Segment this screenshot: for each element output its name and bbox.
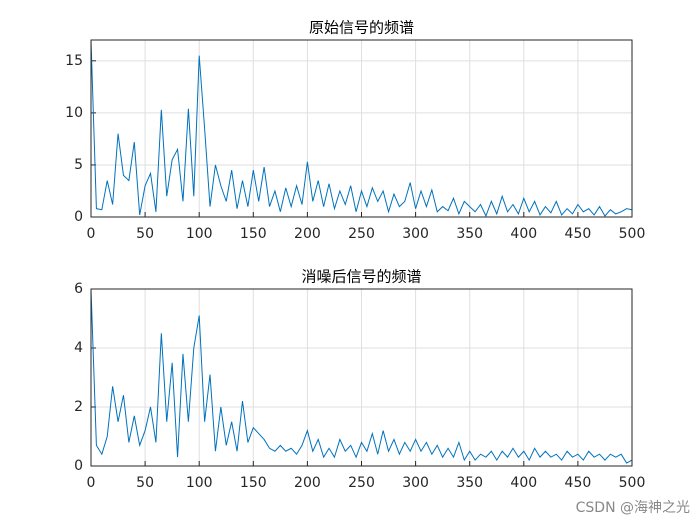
x-tick-label: 450	[565, 475, 592, 491]
axes-box	[90, 288, 633, 467]
x-tick-label: 350	[456, 226, 483, 242]
y-tick-label: 15	[65, 53, 83, 69]
x-tick-label: 450	[565, 226, 592, 242]
chart-title: 原始信号的频谱	[309, 19, 414, 37]
y-tick-label: 0	[74, 209, 83, 225]
y-tick-label: 2	[74, 399, 83, 415]
data-line	[90, 39, 633, 218]
chart-title: 消噪后信号的频谱	[301, 268, 421, 286]
x-tick-label: 300	[402, 475, 429, 491]
y-tick-label: 0	[74, 458, 83, 474]
y-tick-label: 6	[74, 281, 83, 297]
x-tick-label: 500	[619, 226, 646, 242]
data-line	[90, 288, 633, 464]
x-tick-label: 100	[186, 226, 213, 242]
x-tick-label: 400	[510, 475, 537, 491]
x-tick-label: 0	[87, 226, 96, 242]
x-tick-label: 150	[240, 226, 267, 242]
x-tick-label: 200	[294, 226, 321, 242]
x-tick-label: 250	[348, 226, 375, 242]
x-tick-label: 500	[619, 475, 646, 491]
x-tick-label: 100	[186, 475, 213, 491]
x-tick-label: 50	[136, 475, 154, 491]
x-tick-label: 300	[402, 226, 429, 242]
y-tick-label: 5	[74, 157, 83, 173]
y-tick-label: 10	[65, 105, 83, 121]
x-tick-label: 350	[456, 475, 483, 491]
watermark: CSDN @海神之光	[576, 500, 690, 516]
x-tick-label: 50	[136, 226, 154, 242]
x-tick-label: 150	[240, 475, 267, 491]
y-tick-label: 4	[74, 340, 83, 356]
x-tick-label: 400	[510, 226, 537, 242]
axes-box	[90, 39, 633, 218]
x-tick-label: 0	[87, 475, 96, 491]
x-tick-label: 200	[294, 475, 321, 491]
x-tick-label: 250	[348, 475, 375, 491]
